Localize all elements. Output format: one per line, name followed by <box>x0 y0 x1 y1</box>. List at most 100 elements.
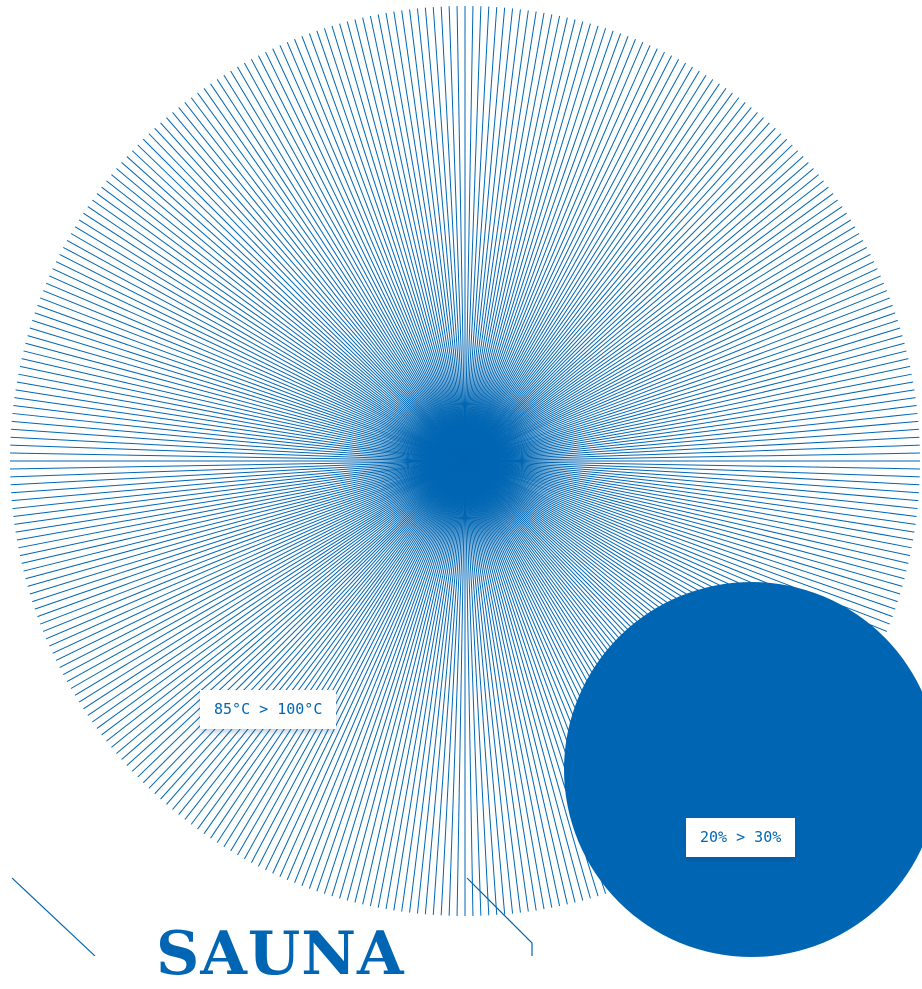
sunburst-ray <box>464 19 576 462</box>
temperature-label: 85°C > 100°C <box>200 690 337 729</box>
sunburst-ray <box>301 36 466 462</box>
sunburst-ray <box>121 162 466 462</box>
sunburst-ray <box>78 460 466 703</box>
blue-circle <box>564 582 922 957</box>
sunburst-ray <box>464 25 599 462</box>
sunburst-ray <box>11 460 466 502</box>
sunburst-ray <box>301 460 466 886</box>
sunburst-ray <box>464 460 591 899</box>
sunburst-ray <box>184 460 466 820</box>
sunburst-ray <box>172 460 466 810</box>
sunburst-ray <box>464 219 852 462</box>
sunburst-ray <box>190 460 466 825</box>
sunburst-ray <box>25 342 466 462</box>
sunburst-ray <box>464 174 819 462</box>
sunburst-ray <box>393 460 466 911</box>
sunburst-ray <box>464 460 901 595</box>
sunburst-ray <box>92 199 466 462</box>
sunburst-ray <box>464 327 901 462</box>
sunburst-ray <box>339 23 466 462</box>
sunburst-ray <box>464 460 907 572</box>
sunburst-ray <box>464 373 912 462</box>
sunburst-ray <box>96 460 466 729</box>
sunburst-ray <box>23 350 466 462</box>
sunburst-ray <box>339 460 466 899</box>
sunburst-ray <box>166 117 466 462</box>
sunburst-ray <box>464 460 568 905</box>
sunburst-ray <box>346 21 466 462</box>
sunburst-ray <box>464 70 700 462</box>
sunburst-ray <box>464 162 809 462</box>
sunburst-ray <box>331 460 466 897</box>
sunburst-ray <box>464 138 788 462</box>
sunburst-ray <box>42 290 466 462</box>
sunburst-ray <box>409 9 466 462</box>
sunburst-ray <box>121 460 466 760</box>
sunburst-ray <box>464 460 561 907</box>
sunburst-ray <box>464 335 903 462</box>
sunburst-ray <box>346 460 466 901</box>
sunburst-ray <box>166 460 466 805</box>
sunburst-ray <box>432 7 466 462</box>
sunburst-ray <box>19 460 466 557</box>
sunburst-ray <box>178 460 466 815</box>
sunburst-ray <box>63 460 466 676</box>
sunburst-ray <box>464 460 537 911</box>
sunburst-ray <box>27 460 466 587</box>
sunburst-ray <box>464 28 607 462</box>
sunburst-ray <box>464 428 919 462</box>
sunburst-ray <box>464 312 896 462</box>
sunburst-ray <box>237 460 466 856</box>
sunburst-ray <box>464 41 644 462</box>
sunburst-ray <box>154 127 466 462</box>
sunburst-ray <box>250 59 466 462</box>
sunburst-ray <box>464 444 920 462</box>
sunburst-ray <box>42 460 466 632</box>
sunburst-ray <box>464 460 905 580</box>
sunburst-ray <box>409 460 466 913</box>
sunburst-ray <box>13 405 466 462</box>
sunburst-ray <box>464 17 568 462</box>
sunburst-ray <box>464 233 860 462</box>
sunburst-ray <box>464 460 903 587</box>
sunburst-ray <box>464 127 776 462</box>
sunburst-ray <box>18 460 466 549</box>
sunburst-ray <box>27 335 466 462</box>
sunburst-ray <box>464 253 871 462</box>
sunburst-ray <box>142 138 466 462</box>
sunburst-ray <box>316 460 466 892</box>
sunburst-ray <box>464 226 856 462</box>
sunburst-ray <box>369 15 466 462</box>
sunburst-ray <box>40 297 466 462</box>
sunburst-ray <box>464 193 834 462</box>
sunburst-ray <box>21 460 466 564</box>
sunburst-ray <box>464 6 490 462</box>
sunburst-ray <box>52 460 466 654</box>
sunburst-ray <box>148 133 466 462</box>
sunburst-ray <box>401 460 466 912</box>
sunburst-ray <box>385 12 466 462</box>
sunburst-ray <box>385 460 466 910</box>
sunburst-ray <box>197 460 466 830</box>
sunburst-ray <box>432 460 466 915</box>
sunburst-ray <box>464 342 905 462</box>
sunburst-ray <box>15 460 466 533</box>
sunburst-ray <box>137 460 466 778</box>
sunburst-ray <box>464 420 919 462</box>
sunburst-ray <box>190 97 466 462</box>
sunburst-ray <box>243 460 466 860</box>
sunburst-ray <box>464 38 636 462</box>
sunburst-ray <box>66 239 466 462</box>
sunburst-ray <box>464 7 506 462</box>
sunburst-ray <box>14 460 466 525</box>
sunburst-ray <box>464 59 680 462</box>
sunburst-ray <box>16 381 466 462</box>
sunburst-ray <box>137 144 466 462</box>
sunburst-ray <box>464 460 909 564</box>
sunburst-ray <box>424 7 466 462</box>
sunburst-ray <box>464 66 693 462</box>
sunburst-ray <box>464 88 727 462</box>
sunburst-ray <box>243 62 466 462</box>
sunburst-ray <box>272 48 466 462</box>
sunburst-ray <box>126 156 466 462</box>
